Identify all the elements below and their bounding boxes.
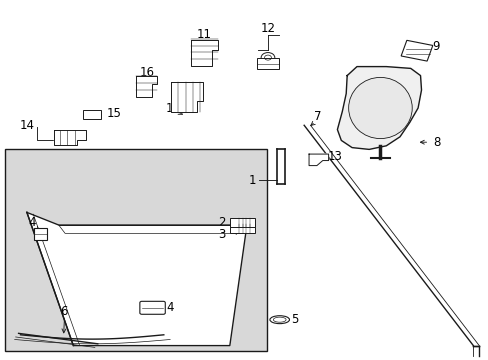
- Text: 5: 5: [291, 313, 298, 326]
- Text: 7: 7: [313, 111, 321, 123]
- Polygon shape: [136, 76, 157, 97]
- Text: 14: 14: [19, 119, 34, 132]
- Text: 4: 4: [166, 301, 173, 314]
- Bar: [229, 224, 255, 233]
- Text: 9: 9: [431, 40, 439, 53]
- Bar: [34, 228, 47, 240]
- Polygon shape: [54, 130, 85, 145]
- Bar: [83, 110, 101, 119]
- Text: 15: 15: [106, 107, 121, 120]
- Text: 8: 8: [432, 136, 440, 149]
- Bar: [257, 58, 278, 69]
- Text: 13: 13: [327, 150, 342, 163]
- Text: 16: 16: [139, 66, 154, 78]
- Text: 1: 1: [248, 174, 256, 186]
- Polygon shape: [190, 40, 218, 66]
- Polygon shape: [337, 67, 421, 149]
- Text: 2: 2: [218, 216, 225, 229]
- Polygon shape: [171, 82, 203, 112]
- Bar: [400, 40, 432, 61]
- Polygon shape: [27, 212, 246, 346]
- Bar: [229, 218, 255, 227]
- Text: 10: 10: [166, 102, 181, 114]
- Ellipse shape: [269, 316, 289, 324]
- Polygon shape: [308, 154, 328, 166]
- Ellipse shape: [348, 77, 411, 139]
- Text: 3: 3: [218, 228, 225, 240]
- Text: 4: 4: [28, 216, 36, 229]
- Text: 11: 11: [197, 28, 211, 41]
- Text: 6: 6: [60, 305, 67, 318]
- Bar: [5, 149, 266, 351]
- Text: 12: 12: [260, 22, 275, 35]
- Ellipse shape: [273, 317, 285, 322]
- FancyBboxPatch shape: [140, 301, 165, 314]
